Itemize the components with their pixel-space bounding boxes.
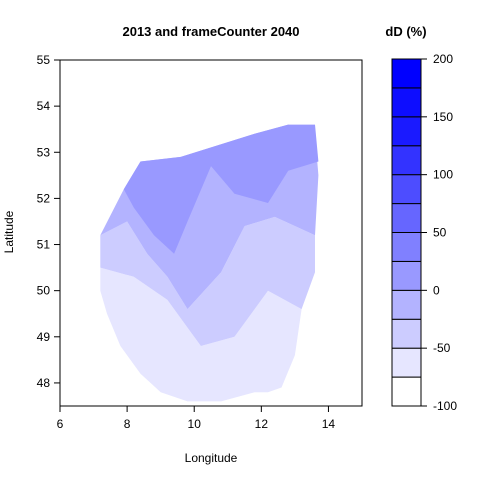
y-tick-label: 49 [37,330,51,344]
legend-swatch [391,376,422,407]
x-axis-label: Longitude [185,451,238,465]
legend-swatch [391,232,422,262]
legend-tick-label: 50 [433,226,447,240]
x-tick-label: 8 [124,417,131,431]
contour-region-1 [100,216,315,346]
legend-swatch [391,318,422,349]
y-tick-label: 52 [37,191,51,205]
legend-swatch [391,260,422,291]
y-tick-label: 54 [37,99,51,113]
y-tick-label: 55 [37,53,51,67]
contour-regions [100,124,319,402]
legend-swatch [391,116,422,147]
legend-swatch [391,145,422,176]
legend-swatch [391,174,422,205]
legend-tick-label: -50 [433,341,451,355]
contour-region-3 [123,124,319,254]
chart-title: 2013 and frameCounter 2040 [122,24,299,39]
legend-tick-label: 100 [433,168,453,182]
legend-swatch [391,289,422,320]
legend-swatch [391,58,422,89]
legend-tick-label: 0 [433,283,440,297]
legend-tick-label: 200 [433,52,453,66]
plot-frame [59,59,363,407]
legend-swatch [391,347,422,378]
y-axis-label: Latitude [2,210,16,253]
y-tick-label: 53 [37,145,51,159]
y-tick-label: 51 [37,238,51,252]
legend-tick-label: -100 [433,399,457,413]
legend-title: dD (%) [385,24,426,39]
contour-region-0 [100,267,302,402]
y-axis: 48 49 50 51 52 53 54 55 [37,53,60,390]
x-axis: 6 8 10 12 14 [57,406,336,431]
legend-tick-label: 150 [433,110,453,124]
x-tick-label: 6 [57,417,64,431]
x-tick-label: 10 [188,417,202,431]
color-legend: -100 -50 0 50 100 150 200 [391,52,457,413]
x-tick-label: 12 [255,417,269,431]
legend-swatch [391,203,422,233]
y-tick-label: 48 [37,376,51,390]
legend-swatch [391,87,422,118]
y-tick-label: 50 [37,284,51,298]
x-tick-label: 14 [322,417,336,431]
